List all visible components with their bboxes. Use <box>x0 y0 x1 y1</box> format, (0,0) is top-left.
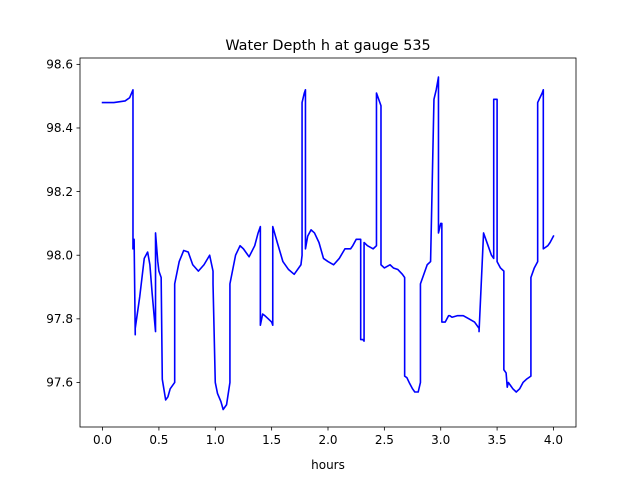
x-axis-label: hours <box>311 458 345 472</box>
x-tick-label: 3.5 <box>488 433 507 447</box>
y-tick-label: 98.4 <box>46 121 73 135</box>
x-tick-label: 4.0 <box>544 433 563 447</box>
x-tick-label: 0.5 <box>149 433 168 447</box>
chart-title: Water Depth h at gauge 535 <box>225 38 430 54</box>
y-tick-label: 97.8 <box>46 312 73 326</box>
x-tick-label: 1.0 <box>206 433 225 447</box>
axes: 0.0 0.5 1.0 1.5 2.0 2.5 3.0 3.5 4.0 97.6 97.8 98.0 9… <box>46 58 577 447</box>
plot-area <box>101 76 555 411</box>
x-tick-label: 2.0 <box>318 433 337 447</box>
y-tick-label: 98.2 <box>46 185 73 199</box>
y-tick-label: 98.6 <box>46 58 73 72</box>
y-tick-label: 98.0 <box>46 248 73 262</box>
y-tick-label: 97.6 <box>46 376 73 390</box>
x-tick-label: 2.5 <box>375 433 394 447</box>
x-tick-label: 3.0 <box>431 433 450 447</box>
x-tick-label: 1.5 <box>262 433 281 447</box>
series-line-1 <box>101 76 555 411</box>
x-tick-label: 0.0 <box>93 433 112 447</box>
